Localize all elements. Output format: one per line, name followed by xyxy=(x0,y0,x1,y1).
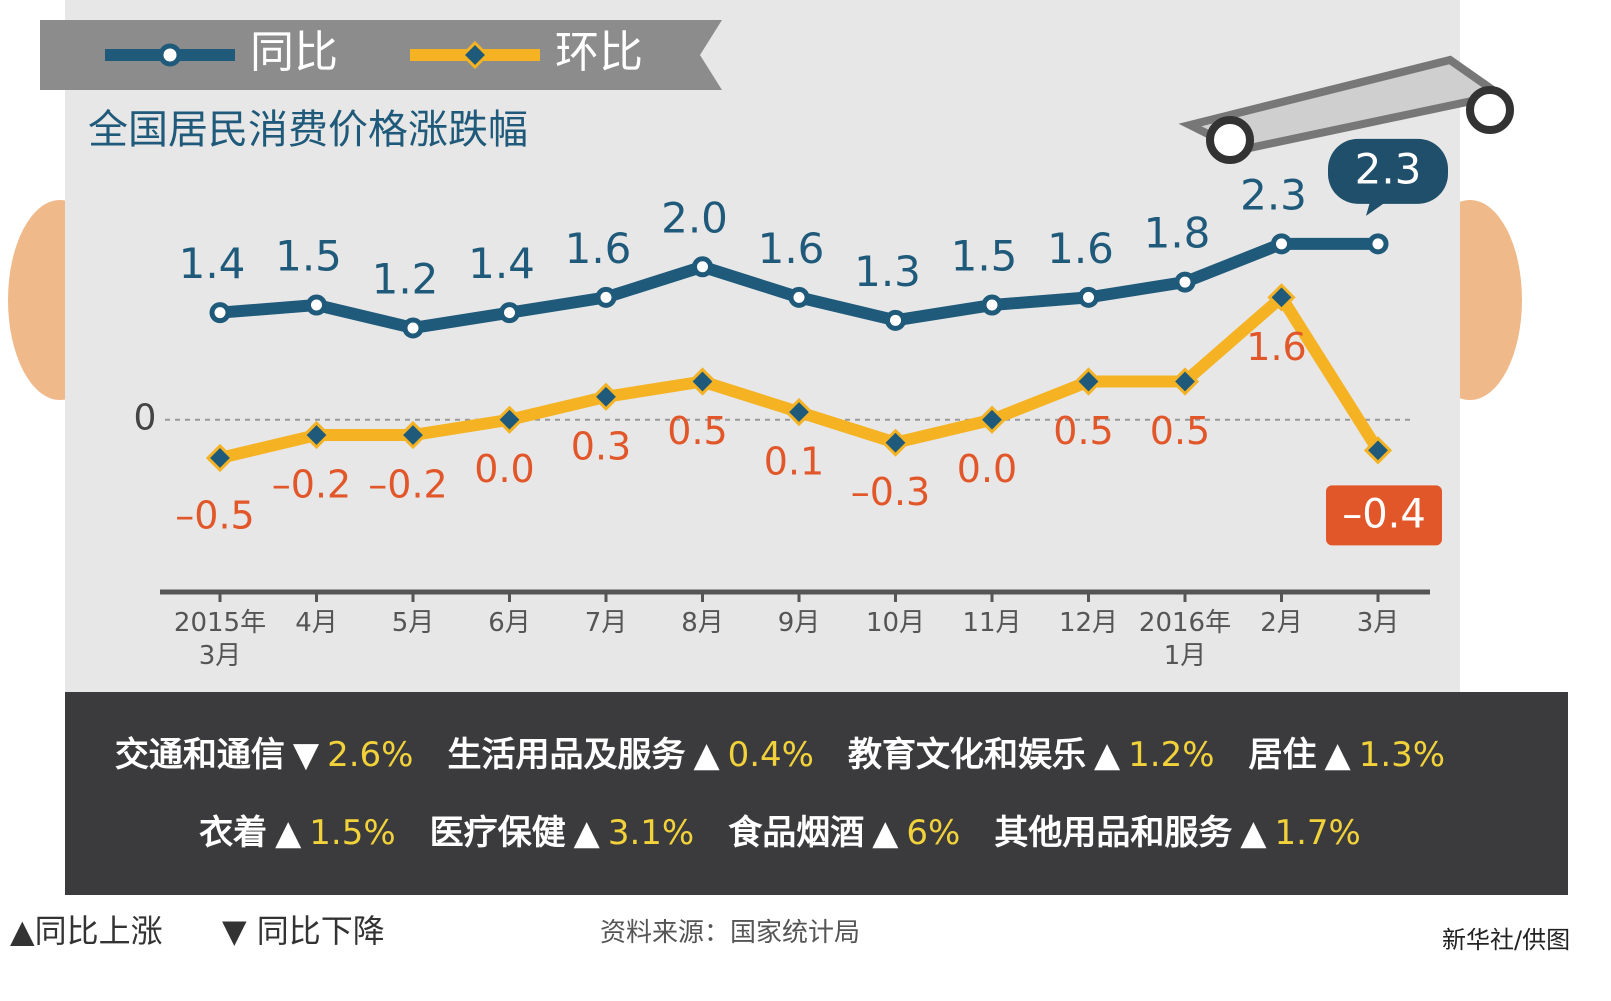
data-label: 0.5 xyxy=(667,409,727,453)
point xyxy=(984,297,1000,313)
item-arrow: ▲ xyxy=(1240,813,1266,853)
item-name: 衣着 xyxy=(199,813,267,853)
point xyxy=(405,320,421,336)
point xyxy=(1081,289,1097,305)
data-label: 1.3 xyxy=(854,247,921,296)
data-label: 1.6 xyxy=(1246,325,1306,369)
x-tick-label: 9月 xyxy=(744,607,854,640)
x-tick-label: 2015年 3月 xyxy=(165,607,275,673)
breakdown-item: 衣着▲1.5% xyxy=(199,805,404,854)
data-label: 1.5 xyxy=(275,232,342,281)
item-arrow: ▲ xyxy=(1094,735,1120,775)
point xyxy=(1274,236,1290,252)
item-name: 居住 xyxy=(1249,735,1317,775)
point xyxy=(502,305,518,321)
data-label: 2.3 xyxy=(1355,144,1422,193)
item-name: 医疗保健 xyxy=(430,813,566,853)
item-change: 2.6% xyxy=(327,735,413,775)
data-label: –0.2 xyxy=(272,463,351,507)
point xyxy=(598,289,614,305)
x-tick-label: 4月 xyxy=(262,607,372,640)
data-label: 1.6 xyxy=(758,224,825,273)
x-tick-label: 2016年 1月 xyxy=(1130,607,1240,673)
data-label: 2.0 xyxy=(661,193,728,242)
breakdown-item: 食品烟酒▲6% xyxy=(728,805,968,854)
data-label: 1.4 xyxy=(468,239,535,288)
data-label: 1.4 xyxy=(179,239,246,288)
x-tick-label: 7月 xyxy=(551,607,661,640)
point xyxy=(695,259,711,275)
legend-marker xyxy=(161,46,179,64)
data-label: 1.2 xyxy=(372,254,439,303)
y-tick-label: 0 xyxy=(134,398,157,439)
item-name: 交通和通信 xyxy=(115,735,285,775)
item-change: 1.3% xyxy=(1359,735,1445,775)
data-label: 0.0 xyxy=(957,447,1017,491)
x-tick-label: 8月 xyxy=(648,607,758,640)
item-change: 1.2% xyxy=(1128,735,1214,775)
data-label: 1.6 xyxy=(1047,224,1114,273)
x-tick-label: 11月 xyxy=(937,607,1047,640)
x-tick-label: 5月 xyxy=(358,607,468,640)
legend-label: 环比 xyxy=(555,27,643,78)
data-label: 1.8 xyxy=(1144,209,1211,258)
data-label: 0.5 xyxy=(1150,409,1210,453)
breakdown-item: 交通和通信▼2.6% xyxy=(115,727,422,776)
item-change: 3.1% xyxy=(608,813,694,853)
point xyxy=(791,289,807,305)
breakdown-item: 教育文化和娱乐▲1.2% xyxy=(848,727,1223,776)
legend-down: ▼ 同比下降 xyxy=(222,906,385,952)
point xyxy=(212,305,228,321)
item-change: 1.7% xyxy=(1274,813,1360,853)
item-name: 其他用品和服务 xyxy=(994,813,1232,853)
x-tick-label: 10月 xyxy=(841,607,951,640)
x-tick-label: 2月 xyxy=(1227,607,1337,640)
item-change: 0.4% xyxy=(728,735,814,775)
data-label: 0.1 xyxy=(764,440,824,484)
x-tick-label: 6月 xyxy=(455,607,565,640)
data-label: –0.4 xyxy=(1342,491,1426,537)
point xyxy=(309,297,325,313)
item-arrow: ▲ xyxy=(275,813,301,853)
breakdown-item: 医疗保健▲3.1% xyxy=(430,805,703,854)
footer: ▲同比上涨 ▼ 同比下降 资料来源：国家统计局 新华社/供图 xyxy=(0,898,1611,958)
item-name: 食品烟酒 xyxy=(728,813,864,853)
item-arrow: ▲ xyxy=(574,813,600,853)
credit: 新华社/供图 xyxy=(1442,920,1570,955)
legend-up: ▲同比上涨 xyxy=(10,906,163,952)
breakdown: 交通和通信▼2.6%生活用品及服务▲0.4%教育文化和娱乐▲1.2%居住▲1.3… xyxy=(0,712,1568,868)
item-arrow: ▲ xyxy=(693,735,719,775)
point xyxy=(1177,274,1193,290)
point xyxy=(888,312,904,328)
x-tick-label: 3月 xyxy=(1323,607,1433,640)
breakdown-row: 衣着▲1.5%医疗保健▲3.1%食品烟酒▲6%其他用品和服务▲1.7% xyxy=(0,790,1568,868)
breakdown-item: 生活用品及服务▲0.4% xyxy=(447,727,822,776)
item-arrow: ▼ xyxy=(293,735,319,775)
data-label: –0.2 xyxy=(368,463,447,507)
data-label: 1.5 xyxy=(951,232,1018,281)
item-name: 生活用品及服务 xyxy=(447,735,685,775)
data-label: 0.3 xyxy=(571,424,631,468)
data-label: –0.3 xyxy=(851,470,930,514)
point xyxy=(1370,236,1386,252)
infographic: 全国居民消费价格涨跌幅 同比 环比 0 1.4 1.5 1.2 1.4 1.6 2.0 1.6 1.… xyxy=(0,0,1611,1001)
item-change: 1.5% xyxy=(309,813,395,853)
item-arrow: ▲ xyxy=(872,813,898,853)
data-label: 1.6 xyxy=(565,224,632,273)
item-arrow: ▲ xyxy=(1325,735,1351,775)
x-tick-label: 12月 xyxy=(1034,607,1144,640)
data-label: –0.5 xyxy=(175,493,254,537)
legend-label: 同比 xyxy=(250,27,338,78)
data-label: 2.3 xyxy=(1240,170,1307,219)
chart-title: 全国居民消费价格涨跌幅 xyxy=(88,107,528,153)
data-label: 0.5 xyxy=(1053,409,1113,453)
item-name: 教育文化和娱乐 xyxy=(848,735,1086,775)
breakdown-item: 居住▲1.3% xyxy=(1249,727,1454,776)
item-change: 6% xyxy=(906,813,960,853)
source: 资料来源：国家统计局 xyxy=(600,912,860,949)
data-label: 0.0 xyxy=(474,447,534,491)
breakdown-item: 其他用品和服务▲1.7% xyxy=(994,805,1369,854)
breakdown-row: 交通和通信▼2.6%生活用品及服务▲0.4%教育文化和娱乐▲1.2%居住▲1.3… xyxy=(0,712,1568,790)
